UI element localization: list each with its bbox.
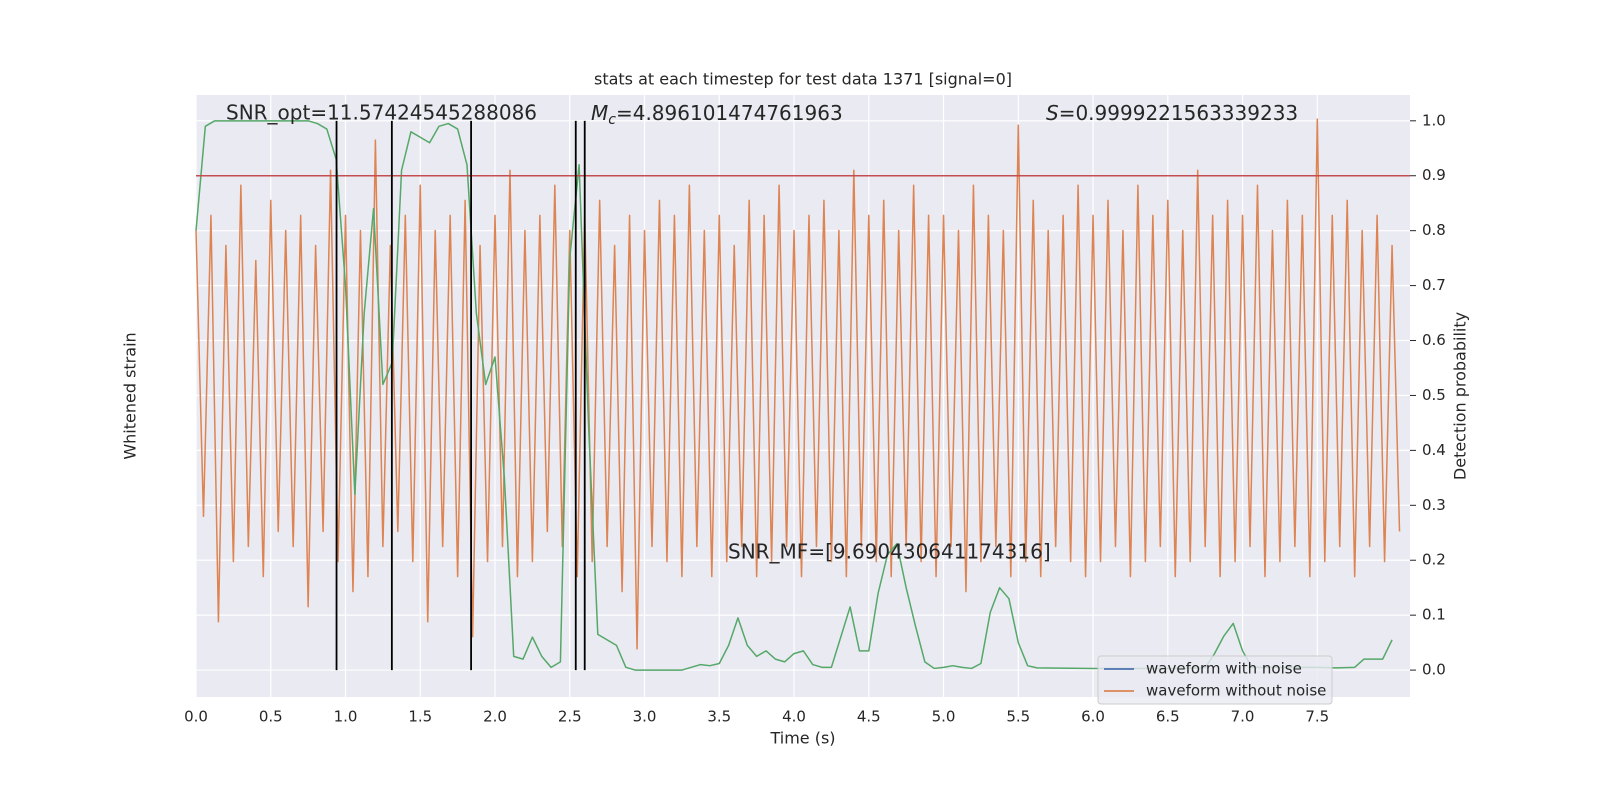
annotation-text: =0.9999221563339233 [1059,101,1298,125]
legend: waveform with noise waveform without nois… [1097,655,1333,705]
x-tick-label: 2.0 [483,708,507,726]
x-tick-label: 1.5 [408,708,432,726]
annotation-text: =4.896101474761963 [616,101,843,125]
chart-title: stats at each timestep for test data 137… [594,70,1012,89]
x-tick-label: 0.0 [184,708,208,726]
y2-tick-label: 0.5 [1422,386,1446,404]
x-tick-label: 4.0 [782,708,806,726]
y2-axis-label: Detection probability [1451,312,1470,480]
x-tick-label: 2.5 [558,708,582,726]
y2-tick-label: 1.0 [1422,111,1446,129]
marks [195,118,1410,671]
legend-label: waveform without noise [1146,682,1326,700]
annotation-symbol: S [1046,101,1059,125]
y2-tick-label: 0.9 [1422,166,1446,184]
y2-tick-label: 0.1 [1422,606,1446,624]
legend-box [1097,655,1333,705]
annotation: SNR_opt=11.57424545288086 [226,101,537,125]
series-line [195,118,1401,650]
series-line [195,120,1393,671]
y2-tick-label: 0.3 [1422,496,1446,514]
annotation: SNR_MF=[9.690430641174316] [728,540,1051,564]
x-tick-label: 5.0 [932,708,956,726]
x-tick-label: 0.5 [259,708,283,726]
x-tick-label: 5.5 [1006,708,1030,726]
x-tick-label: 4.5 [857,708,881,726]
y2-tick-label: 0.7 [1422,276,1446,294]
y2-tick-label: 0.8 [1422,221,1446,239]
y2-tick-label: 0.2 [1422,551,1446,569]
y2-tick-label: 0.6 [1422,331,1446,349]
annotation-symbol: M [591,101,608,125]
y2-tick-label: 0.0 [1422,661,1446,679]
y-axis-label: Whitened strain [121,332,140,459]
annotation: Mc=4.896101474761963 [591,101,843,129]
y2-tick-label: 0.4 [1422,441,1446,459]
x-tick-label: 7.5 [1305,708,1329,726]
annotation: S=0.9999221563339233 [1046,101,1298,125]
x-tick-label: 7.0 [1231,708,1255,726]
x-axis-label: Time (s) [769,729,835,748]
annotation-subscript: c [608,112,616,128]
x-tick-label: 6.0 [1081,708,1105,726]
x-tick-label: 3.5 [707,708,731,726]
x-tick-label: 3.0 [633,708,657,726]
x-tick-label: 1.0 [334,708,358,726]
legend-label: waveform with noise [1146,660,1302,678]
x-tick-label: 6.5 [1156,708,1180,726]
